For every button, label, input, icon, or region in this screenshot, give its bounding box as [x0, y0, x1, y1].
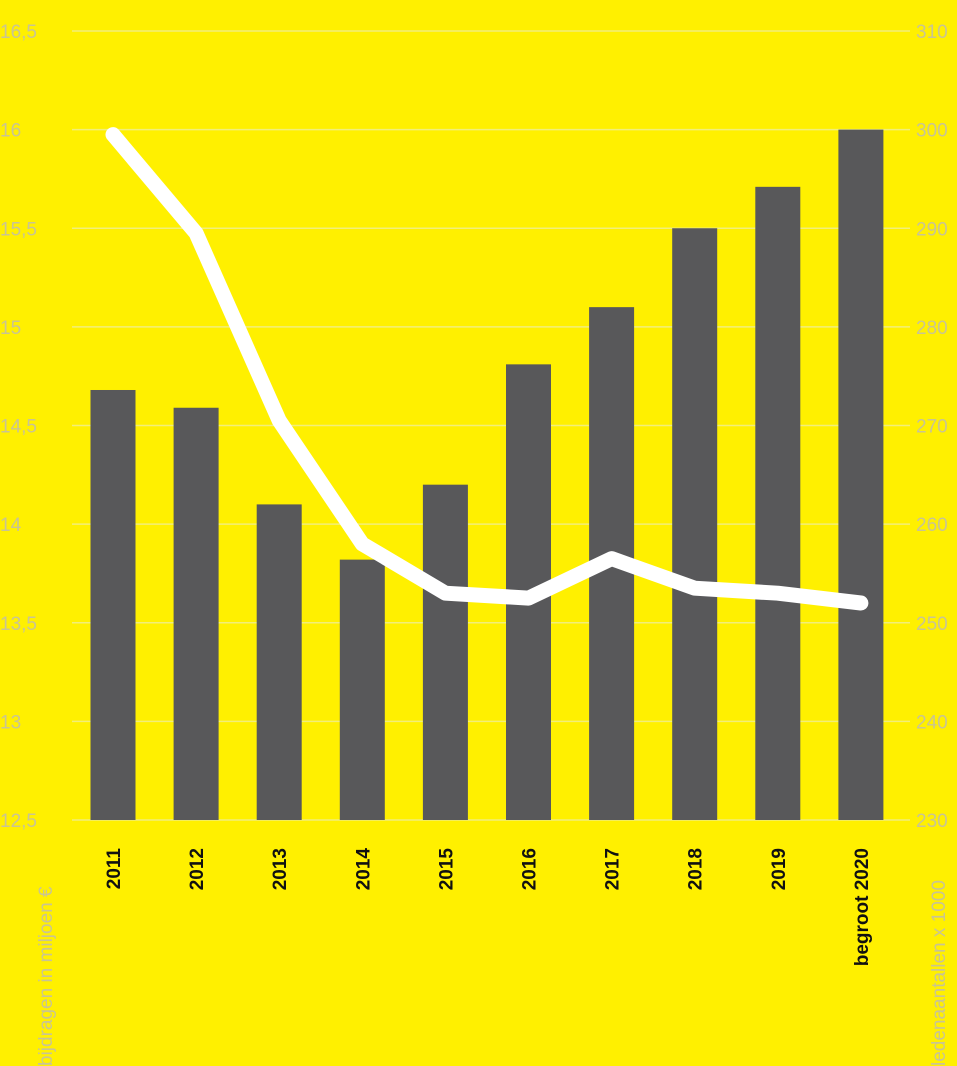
- bar: [672, 228, 718, 820]
- category-label: 2017: [603, 848, 624, 890]
- category-labels: 2011 2012 2013 2014 2015 2016 2017 2018 2019 begr…: [104, 848, 873, 967]
- right-tick-label: 230: [916, 811, 948, 832]
- category-label: 2015: [436, 848, 457, 891]
- left-axis-title: bijdragen in miljoen €: [36, 886, 57, 1066]
- category-label: 2019: [769, 848, 790, 890]
- line-series-path: [105, 127, 869, 611]
- bar: [755, 186, 801, 820]
- left-tick-label: 16: [0, 121, 21, 142]
- left-tick-label: 15,5: [0, 219, 37, 240]
- left-tick-label: 13: [0, 712, 21, 733]
- category-label: 2016: [520, 848, 541, 890]
- right-tick-label: 290: [916, 219, 948, 240]
- right-tick-label: 240: [916, 712, 948, 733]
- category-label: 2014: [353, 848, 374, 891]
- left-axis-ticks: 12,5 13 13,5 14 14,5 15 15,5 16 16,5: [0, 22, 37, 832]
- right-tick-label: 310: [916, 22, 948, 43]
- category-label: 2018: [686, 848, 707, 890]
- bar: [173, 407, 219, 820]
- category-label: 2011: [104, 848, 125, 890]
- bar: [339, 559, 385, 820]
- left-tick-label: 13,5: [0, 614, 37, 635]
- bar: [90, 389, 136, 820]
- category-label: 2013: [270, 848, 291, 890]
- right-axis-ticks: 230 240 250 260 270 280 290 300 310: [916, 22, 948, 832]
- bar: [422, 484, 468, 820]
- bar: [256, 504, 302, 820]
- left-tick-label: 16,5: [0, 22, 37, 43]
- right-tick-label: 250: [916, 614, 948, 635]
- category-label: begroot 2020: [852, 848, 873, 966]
- bar: [838, 129, 884, 820]
- left-tick-label: 14: [0, 515, 22, 536]
- right-tick-label: 280: [916, 318, 948, 339]
- left-tick-label: 12,5: [0, 811, 37, 832]
- line-series: [105, 127, 869, 611]
- right-tick-label: 260: [916, 515, 948, 536]
- category-label: 2012: [187, 848, 208, 890]
- right-axis-title: ledenaantallen x 1000: [929, 880, 950, 1066]
- left-tick-label: 14,5: [0, 417, 37, 438]
- left-tick-label: 15: [0, 318, 21, 339]
- right-tick-label: 300: [916, 121, 948, 142]
- right-tick-label: 270: [916, 417, 948, 438]
